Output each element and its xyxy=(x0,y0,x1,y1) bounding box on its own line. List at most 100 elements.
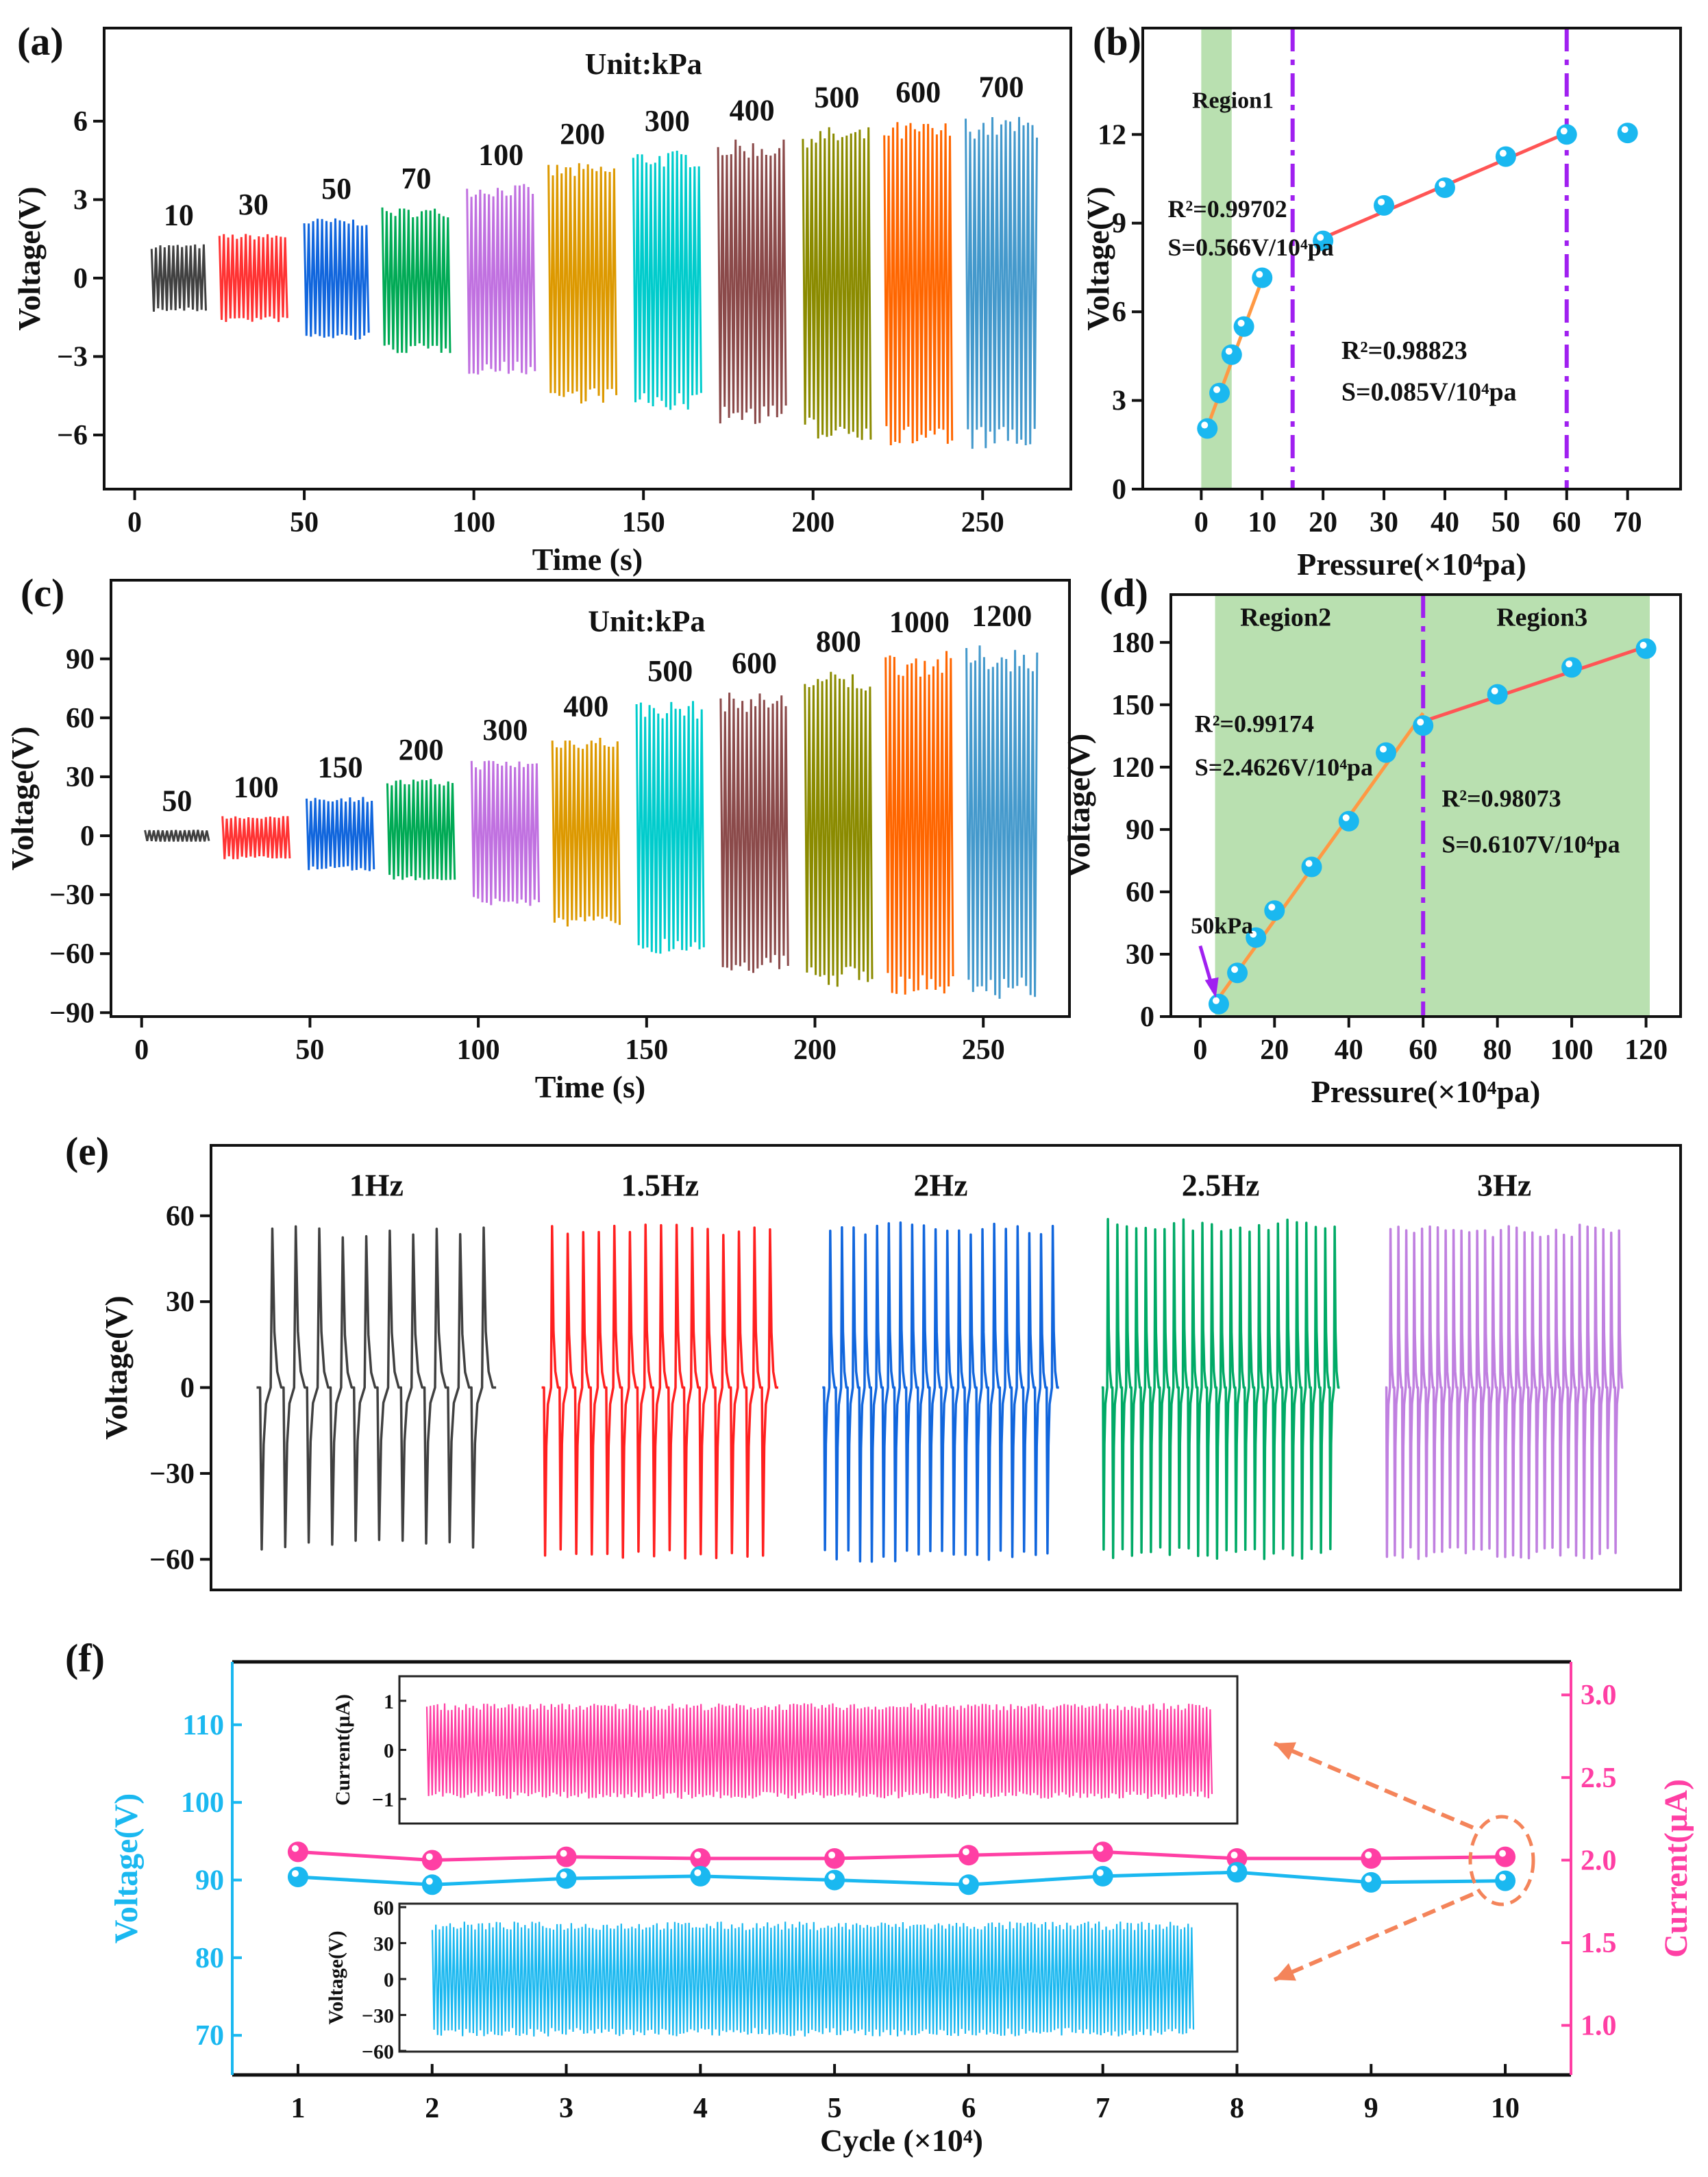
burst-block-400 xyxy=(717,139,787,424)
burst-block-200 xyxy=(386,779,456,880)
marker-highlight xyxy=(1378,198,1385,206)
y-tick-label: 12 xyxy=(1098,119,1126,151)
x-tick-label: 0 xyxy=(1193,1034,1207,1066)
data-point xyxy=(1221,344,1242,365)
y-tick-label: 30 xyxy=(373,1933,394,1956)
x-tick-label: 100 xyxy=(457,1034,500,1066)
x-axis-label: Time (s) xyxy=(532,542,643,577)
x-tick-label: 4 xyxy=(693,2093,708,2124)
x-tick-label: 0 xyxy=(134,1034,149,1066)
x-tick-label: 20 xyxy=(1309,507,1337,538)
region-label: Region3 xyxy=(1496,604,1587,632)
data-point xyxy=(1487,684,1508,705)
region-shading xyxy=(1201,28,1232,489)
data-point xyxy=(556,1868,577,1889)
x-tick-label: 40 xyxy=(1431,507,1459,538)
y-tick-label: 0 xyxy=(80,821,95,852)
y-tick-label: 180 xyxy=(1111,627,1154,659)
burst-block-700 xyxy=(965,116,1038,449)
block-label: 50 xyxy=(162,784,192,817)
block-label: 300 xyxy=(482,713,528,747)
y-axis-label: Voltage(V) xyxy=(99,1295,134,1439)
y-tick-label: 60 xyxy=(166,1201,195,1232)
x-tick-label: 50 xyxy=(1492,507,1520,538)
inset-signal xyxy=(431,1921,1195,2037)
x-tick-label: 10 xyxy=(1491,2093,1520,2124)
y-axis-label: Voltage(V) xyxy=(1080,186,1115,330)
block-label: 500 xyxy=(814,81,859,114)
y-tick-label: −60 xyxy=(362,2041,394,2063)
marker-highlight xyxy=(291,1845,299,1852)
y-tick-label: 150 xyxy=(1111,690,1154,721)
y-tick-label: −30 xyxy=(49,880,95,911)
x-tick-label: 250 xyxy=(962,1034,1005,1066)
data-point xyxy=(1495,1870,1516,1891)
marker-highlight xyxy=(694,1852,702,1859)
y-tick-label-left: 100 xyxy=(181,1787,224,1819)
block-label: 400 xyxy=(563,690,608,723)
burst-block-1200 xyxy=(965,645,1039,999)
data-point xyxy=(1233,316,1254,337)
marker-highlight xyxy=(828,1873,836,1880)
marker-highlight xyxy=(1268,904,1276,911)
marker-highlight xyxy=(1096,1869,1104,1876)
current-series-line xyxy=(297,1850,1506,1862)
panel-label: (a) xyxy=(17,19,64,64)
waveform-2.5Hz xyxy=(1101,1217,1340,1560)
y-tick-label: 1 xyxy=(384,1691,394,1713)
marker-highlight xyxy=(1499,1850,1507,1857)
plot-frame xyxy=(110,579,1071,1018)
panel-d: Region2 Region3 R²=0.99174 S=2.4626V/10⁴pa R… xyxy=(1061,593,1682,1109)
marker-highlight xyxy=(425,1878,433,1885)
plot-frame xyxy=(210,1144,1682,1591)
block-label: 50 xyxy=(321,172,351,206)
data-point xyxy=(421,1874,443,1895)
burst-block-800 xyxy=(804,671,874,987)
data-point xyxy=(1635,638,1657,659)
marker-highlight xyxy=(1096,1845,1104,1852)
y-axis-label-left: Voltage(V) xyxy=(108,1793,145,1944)
y-tick-label: −30 xyxy=(149,1458,195,1490)
burst-block-50 xyxy=(144,830,210,842)
panel-e: 1Hz 1.5Hz 2Hz 2.5Hz 3Hz −60 −30 0 30 60 Voltage(V) xyxy=(99,1144,1682,1591)
data-point xyxy=(1338,810,1359,832)
block-label: 600 xyxy=(895,75,941,109)
data-point xyxy=(1252,267,1273,288)
x-axis-label: Time (s) xyxy=(535,1069,645,1104)
data-point xyxy=(1374,195,1395,216)
x-tick-label: 1 xyxy=(290,2093,305,2124)
marker-highlight xyxy=(1237,319,1245,327)
highlight-ellipse xyxy=(1468,1815,1535,1906)
y-tick-label: 6 xyxy=(1112,297,1126,328)
panel-label: (d) xyxy=(1100,571,1148,615)
panel-label: (e) xyxy=(65,1129,109,1173)
burst-block-200 xyxy=(547,163,618,404)
marker-highlight xyxy=(1230,1865,1238,1873)
y-tick-label-left: 90 xyxy=(195,1865,224,1897)
marker-highlight xyxy=(1201,421,1209,429)
block-label: 150 xyxy=(318,751,363,784)
arrow-head-icon xyxy=(1204,977,1219,998)
y-tick-label: 90 xyxy=(66,644,95,675)
x-tick-label: 250 xyxy=(961,507,1004,538)
x-axis-label: Cycle (×10⁴) xyxy=(820,2123,983,2158)
y-tick-label: 30 xyxy=(166,1286,195,1318)
marker-highlight xyxy=(291,1869,299,1877)
data-point xyxy=(1227,962,1248,984)
marker-highlight xyxy=(1560,127,1568,135)
burst-block-500 xyxy=(802,127,872,440)
y-axis-label: Voltage(V) xyxy=(1061,734,1096,878)
arrow-head-icon xyxy=(1274,1742,1296,1761)
arrow-annotation: 50kPa xyxy=(1191,914,1253,939)
y-tick-label: −6 xyxy=(57,420,88,451)
y-tick-label: 0 xyxy=(384,1969,394,1991)
x-tick-label: 10 xyxy=(1248,507,1276,538)
series-label: 2.5Hz xyxy=(1182,1168,1260,1203)
block-label: 1200 xyxy=(971,599,1032,633)
x-tick-label: 60 xyxy=(1552,507,1581,538)
arrow-head-icon xyxy=(1274,1963,1296,1981)
marker-highlight xyxy=(1212,997,1220,1004)
fit-r2: R²=0.99702 xyxy=(1167,195,1287,223)
y-tick-label: 9 xyxy=(1112,208,1126,240)
marker-highlight xyxy=(962,1878,969,1885)
